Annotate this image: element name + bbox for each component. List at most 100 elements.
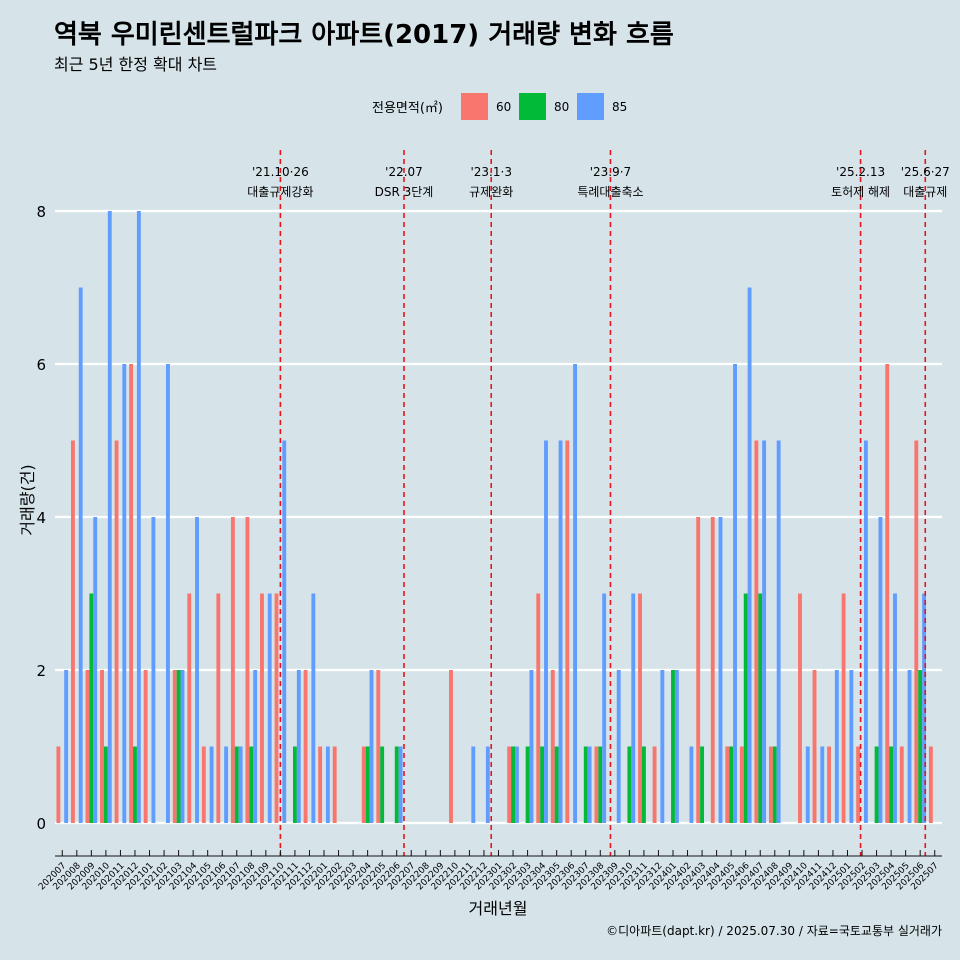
bar-85-202503 — [878, 517, 883, 823]
bar-80-202504 — [889, 746, 894, 823]
bar-85-202504 — [893, 593, 897, 823]
y-axis: 0 2 4 6 8 — [36, 203, 46, 833]
bar-85-202307 — [587, 746, 592, 823]
bar-85-202101 — [151, 517, 156, 823]
bar-85-202302 — [514, 746, 519, 823]
bar-80-202103 — [176, 670, 181, 823]
bar-60-202011 — [114, 440, 119, 823]
bar-60-202104 — [187, 593, 192, 823]
event-date-label: '25.2.13 — [836, 165, 885, 179]
event-label: 대출규제 — [903, 185, 947, 199]
bar-85-202407 — [762, 440, 767, 823]
bar-85-202102 — [165, 364, 170, 823]
bar-80-202503 — [874, 746, 879, 823]
bar-60-202103 — [172, 670, 177, 823]
bar-85-202306 — [573, 364, 578, 823]
bar-60-202302 — [507, 746, 512, 823]
bar-85-202404 — [718, 517, 723, 823]
bar-80-202405 — [729, 746, 734, 823]
bar-60-202007 — [56, 746, 61, 823]
bar-80-202406 — [743, 593, 748, 823]
event-label: 토허제 해제 — [831, 185, 890, 199]
event-date-label: '25.6·27 — [901, 165, 950, 179]
bar-80-202307 — [583, 746, 588, 823]
bar-85-202310 — [631, 593, 636, 823]
event-date-label: '23.1·3 — [470, 165, 511, 179]
bar-80-202206 — [394, 746, 399, 823]
bar-60-202201 — [318, 746, 323, 823]
bar-85-202106 — [224, 746, 229, 823]
bar-80-202311 — [641, 746, 646, 823]
bar-60-202106 — [216, 593, 221, 823]
y-axis-title: 거래량(건) — [18, 464, 37, 535]
bar-60-202204 — [361, 746, 366, 823]
bar-60-202312 — [652, 746, 657, 823]
bar-60-202210 — [449, 670, 453, 823]
bar-85-202401 — [674, 670, 679, 823]
bar-80-202009 — [89, 593, 94, 823]
bar-85-202309 — [616, 670, 621, 823]
bar-60-202502 — [856, 746, 861, 823]
bar-80-202204 — [365, 746, 370, 823]
bar-60-202305 — [550, 670, 555, 823]
bar-85-202112 — [311, 593, 316, 823]
event-date-label: '22.07 — [385, 165, 423, 179]
bar-85-202108 — [253, 670, 258, 823]
bar-60-202306 — [565, 440, 570, 823]
bar-60-202008 — [70, 440, 75, 823]
bar-60-202411 — [812, 670, 817, 823]
x-axis: 2020072020082020092020102020112020122021… — [37, 850, 942, 892]
bar-80-202205 — [380, 746, 385, 823]
bar-85-202212 — [485, 746, 490, 823]
event-date-label: '23.9·7 — [590, 165, 631, 179]
bar-80-202407 — [758, 593, 763, 823]
legend-swatch-85 — [577, 93, 604, 120]
event-markers: '21.10·26 대출규제강화 '22.07 DSR 3단계 '23.1·3 규제완화 '… — [247, 150, 950, 856]
bar-85-202009 — [93, 517, 98, 823]
bar-80-202111 — [292, 746, 297, 823]
bar-85-202104 — [195, 517, 199, 823]
bar-60-202412 — [827, 746, 832, 823]
bar-85-202506 — [922, 593, 927, 823]
bars — [56, 211, 933, 823]
bar-85-202211 — [471, 746, 476, 823]
bar-60-202107 — [230, 517, 235, 823]
bar-80-202403 — [700, 746, 705, 823]
bar-60-202407 — [754, 440, 759, 823]
event-label: DSR 3단계 — [375, 185, 434, 199]
chart-subtitle: 최근 5년 한정 확대 차트 — [54, 55, 217, 74]
bar-80-202305 — [554, 746, 559, 823]
bar-85-202011 — [122, 364, 127, 823]
bar-80-202401 — [671, 670, 675, 823]
bar-85-202501 — [849, 670, 854, 823]
bar-60-202009 — [85, 670, 90, 823]
bar-85-202308 — [602, 593, 607, 823]
bar-85-202107 — [238, 746, 243, 823]
legend-swatch-60 — [461, 93, 488, 120]
bar-85-202111 — [296, 670, 301, 823]
y-tick-label: 4 — [36, 509, 46, 527]
bar-85-202110 — [282, 440, 287, 823]
bar-85-202103 — [180, 670, 185, 823]
bar-60-202205 — [376, 670, 381, 823]
bar-60-202311 — [638, 593, 642, 823]
y-tick-label: 8 — [36, 203, 46, 221]
bar-80-202308 — [598, 746, 603, 823]
bar-80-202506 — [918, 670, 923, 823]
y-tick-label: 6 — [36, 356, 46, 374]
bar-85-202109 — [267, 593, 272, 823]
event-label: 특례대출축소 — [577, 185, 643, 199]
bar-85-202303 — [529, 670, 534, 823]
bar-60-202505 — [899, 746, 904, 823]
bar-85-202410 — [805, 746, 810, 823]
bar-85-202206 — [398, 746, 403, 823]
bar-85-202012 — [136, 211, 141, 823]
bar-60-202404 — [710, 517, 715, 823]
bar-80-202012 — [133, 746, 137, 823]
bar-60-202010 — [100, 670, 104, 823]
bar-85-202502 — [863, 440, 868, 823]
bar-80-202310 — [627, 746, 632, 823]
bar-80-202010 — [103, 746, 108, 823]
legend-swatch-80 — [519, 93, 546, 120]
